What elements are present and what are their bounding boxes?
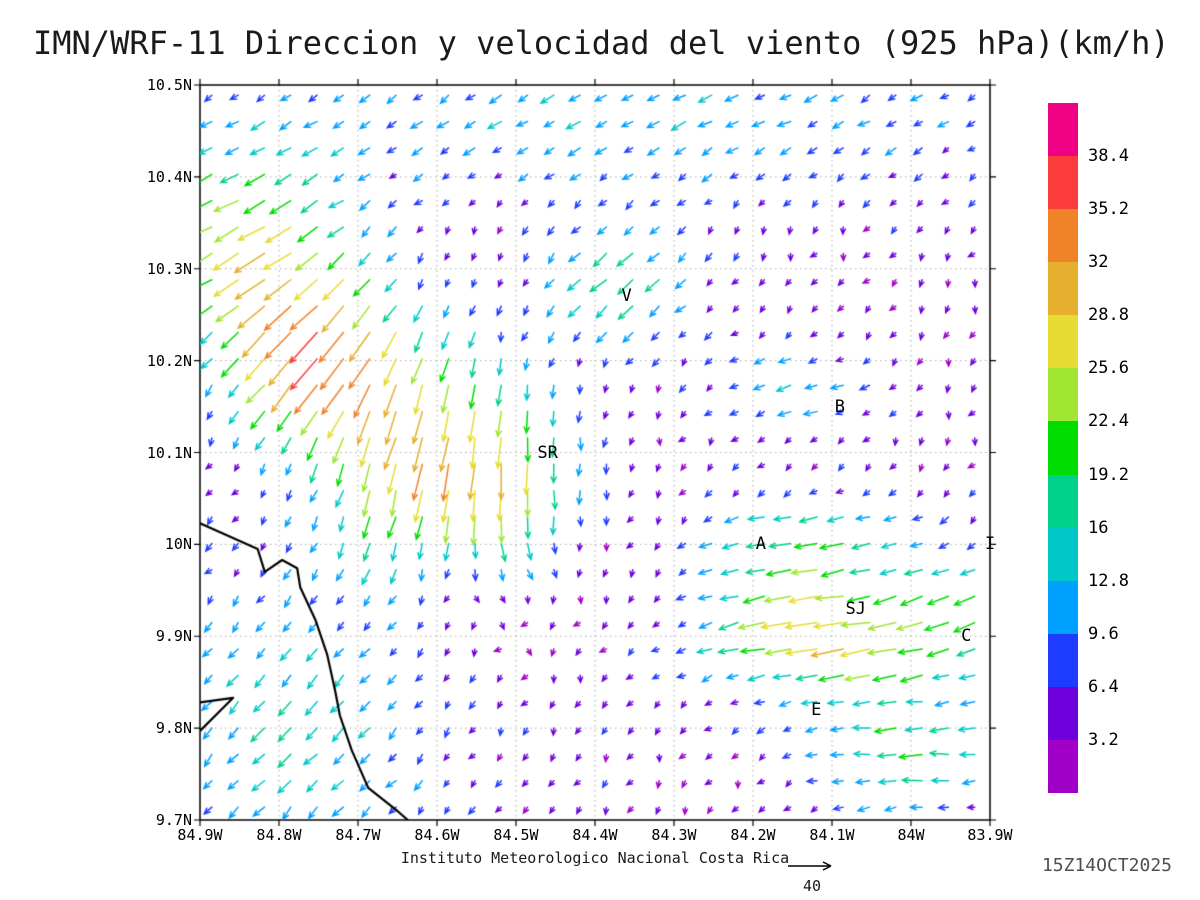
colorbar-level-label: 22.4 [1088,411,1129,432]
colorbar-segment [1048,209,1078,263]
colorbar-segment [1048,368,1078,422]
y-axis-tick-label: 10.4N [146,167,192,186]
y-axis-tick-label: 10.5N [146,76,192,94]
run-timestamp: 15Z14OCT2025 [1041,855,1172,876]
x-axis-tick-label: 84W [897,826,925,844]
colorbar-level-label: 25.6 [1088,358,1129,379]
colorbar-level-label: 19.2 [1088,464,1129,485]
station-label: I [984,534,996,555]
x-axis-tick-label: 83.9W [967,826,1013,844]
y-axis-tick-label: 9.9N [155,627,192,646]
colorbar-segment [1048,580,1078,634]
station-label: A [755,534,767,555]
station-label: SJ [845,598,866,619]
x-axis-tick-label: 84.8W [256,826,302,844]
reference-vector-value: 40 [802,877,822,895]
y-axis-tick-label: 9.8N [155,719,192,738]
colorbar-level-label: 28.8 [1088,305,1129,326]
x-axis-tick-label: 84.6W [414,826,460,844]
colorbar-segment [1048,527,1078,581]
reference-arrow-icon [788,861,832,871]
colorbar-segment [1048,686,1078,740]
reference-vector: 40 [784,858,840,895]
colorbar-level-label: 6.4 [1088,676,1119,697]
colorbar-segment [1048,739,1078,794]
colorbar-level-label: 12.8 [1088,570,1129,591]
y-axis-tick-label: 10.2N [146,351,192,370]
colorbar-segment [1048,421,1078,475]
x-axis-tick-label: 84.1W [809,826,855,844]
colorbar-level-label: 3.2 [1088,729,1119,750]
x-axis-tick-label: 84.3W [651,826,697,844]
y-axis-tick-label: 10.1N [146,443,192,462]
y-axis-tick-label: 10N [164,535,192,554]
y-axis-tick-label: 9.7N [155,811,192,829]
station-label: B [834,396,846,417]
x-axis-tick-label: 84.7W [335,826,381,844]
colorbar-segment [1048,474,1078,528]
colorbar [1048,103,1078,794]
colorbar-level-label: 9.6 [1088,623,1119,644]
institute-caption: Instituto Meteorologico Nacional Costa R… [400,849,790,867]
station-label: C [961,626,972,647]
colorbar-level-label: 38.4 [1088,146,1129,167]
station-label: E [811,699,822,720]
colorbar-segment [1048,633,1078,687]
station-label: V [621,286,632,307]
colorbar-segment [1048,103,1078,157]
x-axis-tick-label: 84.9W [177,826,223,844]
colorbar-level-label: 32 [1088,252,1109,273]
y-axis-tick-label: 10.3N [146,259,192,278]
colorbar-level-label: 35.2 [1088,199,1129,220]
station-label: SR [537,442,558,463]
colorbar-level-label: 16 [1088,517,1109,538]
colorbar-segment [1048,262,1078,316]
x-axis-tick-label: 84.4W [572,826,618,844]
colorbar-segment [1048,315,1078,369]
colorbar-segment [1048,156,1078,210]
x-axis-tick-label: 84.2W [730,826,776,844]
x-axis-tick-label: 84.5W [493,826,539,844]
